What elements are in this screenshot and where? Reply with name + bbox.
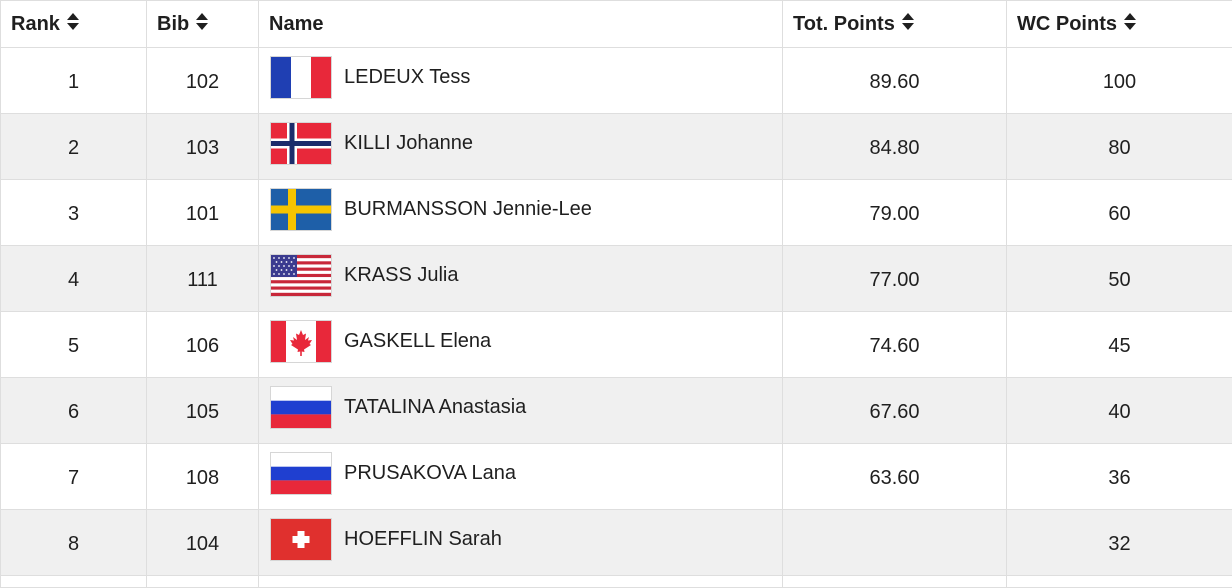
rank-cell: 4 xyxy=(1,246,147,312)
rank-column-header[interactable]: Rank xyxy=(1,1,147,48)
tot-points-cell: 74.60 xyxy=(783,312,1007,378)
bib-cell: 104 xyxy=(147,510,259,576)
athlete-name[interactable]: LEDEUX Tess xyxy=(344,66,470,89)
bib-cell: 105 xyxy=(147,378,259,444)
table-row[interactable]: 7 108 PRUSAKOVA Lana 63.60 36 xyxy=(1,444,1232,510)
bib-cell: 101 xyxy=(147,180,259,246)
athlete-name[interactable]: GASKELL Elena xyxy=(344,330,491,353)
switzerland-flag-icon xyxy=(270,518,332,561)
russia-flag-icon xyxy=(270,452,332,495)
wc-points-cell: 50 xyxy=(1007,246,1232,312)
athlete-name[interactable]: KILLI Johanne xyxy=(344,132,473,155)
name-header-label: Name xyxy=(269,13,323,35)
rank-cell: 3 xyxy=(1,180,147,246)
rank-cell: 8 xyxy=(1,510,147,576)
usa-flag-icon xyxy=(270,254,332,297)
rank-cell: 1 xyxy=(1,48,147,114)
sort-icon[interactable] xyxy=(1124,13,1136,30)
tot-points-column-header[interactable]: Tot. Points xyxy=(783,1,1007,48)
tot-points-cell: 89.60 xyxy=(783,48,1007,114)
name-cell: KRASS Julia xyxy=(259,246,783,312)
name-cell: LEDEUX Tess xyxy=(259,48,783,114)
wc-points-cell: 36 xyxy=(1007,444,1232,510)
bib-cell xyxy=(147,576,259,588)
athlete-name[interactable]: HOEFFLIN Sarah xyxy=(344,528,502,551)
tot-points-cell: 67.60 xyxy=(783,378,1007,444)
bib-cell: 111 xyxy=(147,246,259,312)
rank-cell: 2 xyxy=(1,114,147,180)
sort-icon[interactable] xyxy=(902,13,914,30)
athlete-name[interactable]: BURMANSSON Jennie-Lee xyxy=(344,198,592,221)
table-row[interactable]: 1 102 LEDEUX Tess 89.60 100 xyxy=(1,48,1232,114)
sort-icon[interactable] xyxy=(196,13,208,30)
wc-points-cell: 40 xyxy=(1007,378,1232,444)
tot-points-cell: 84.80 xyxy=(783,114,1007,180)
table-row[interactable]: 5 106 GASKELL Elena 74.60 45 xyxy=(1,312,1232,378)
rank-cell xyxy=(1,576,147,588)
sweden-flag-icon xyxy=(270,188,332,231)
norway-flag-icon xyxy=(270,122,332,165)
table-row[interactable] xyxy=(1,576,1232,588)
tot-points-header-label: Tot. Points xyxy=(793,13,895,35)
table-row[interactable]: 8 104 HOEFFLIN Sarah 32 xyxy=(1,510,1232,576)
bib-cell: 106 xyxy=(147,312,259,378)
france-flag-icon xyxy=(270,56,332,99)
wc-points-cell: 45 xyxy=(1007,312,1232,378)
name-cell: PRUSAKOVA Lana xyxy=(259,444,783,510)
name-cell: HOEFFLIN Sarah xyxy=(259,510,783,576)
rank-cell: 6 xyxy=(1,378,147,444)
name-cell: KILLI Johanne xyxy=(259,114,783,180)
russia-flag-icon xyxy=(270,386,332,429)
bib-cell: 103 xyxy=(147,114,259,180)
table-row[interactable]: 6 105 TATALINA Anastasia 67.60 40 xyxy=(1,378,1232,444)
bib-header-label: Bib xyxy=(157,13,189,35)
tot-points-cell: 79.00 xyxy=(783,180,1007,246)
header-row: Rank Bib Name Tot. Points WC Points xyxy=(1,1,1232,48)
tot-points-cell: 63.60 xyxy=(783,444,1007,510)
bib-cell: 102 xyxy=(147,48,259,114)
table-row[interactable]: 4 111 xyxy=(1,246,1232,312)
athlete-name[interactable]: TATALINA Anastasia xyxy=(344,396,526,419)
rank-cell: 5 xyxy=(1,312,147,378)
name-cell: GASKELL Elena xyxy=(259,312,783,378)
wc-points-cell xyxy=(1007,576,1232,588)
name-column-header: Name xyxy=(259,1,783,48)
name-cell: TATALINA Anastasia xyxy=(259,378,783,444)
wc-points-header-label: WC Points xyxy=(1017,13,1117,35)
tot-points-cell xyxy=(783,576,1007,588)
athlete-name[interactable]: PRUSAKOVA Lana xyxy=(344,462,516,485)
athlete-name[interactable]: KRASS Julia xyxy=(344,264,459,287)
tot-points-cell: 77.00 xyxy=(783,246,1007,312)
name-cell: BURMANSSON Jennie-Lee xyxy=(259,180,783,246)
rank-header-label: Rank xyxy=(11,13,60,35)
wc-points-cell: 100 xyxy=(1007,48,1232,114)
tot-points-cell xyxy=(783,510,1007,576)
rank-cell: 7 xyxy=(1,444,147,510)
wc-points-cell: 32 xyxy=(1007,510,1232,576)
sort-icon[interactable] xyxy=(67,13,79,30)
canada-flag-icon xyxy=(270,320,332,363)
wc-points-cell: 80 xyxy=(1007,114,1232,180)
wc-points-column-header[interactable]: WC Points xyxy=(1007,1,1232,48)
table-row[interactable]: 2 103 KILLI Johanne 84. xyxy=(1,114,1232,180)
bib-cell: 108 xyxy=(147,444,259,510)
name-cell xyxy=(259,576,783,588)
bib-column-header[interactable]: Bib xyxy=(147,1,259,48)
wc-points-cell: 60 xyxy=(1007,180,1232,246)
table-row[interactable]: 3 101 BURMANSSON Jennie-Lee 79.00 60 xyxy=(1,180,1232,246)
